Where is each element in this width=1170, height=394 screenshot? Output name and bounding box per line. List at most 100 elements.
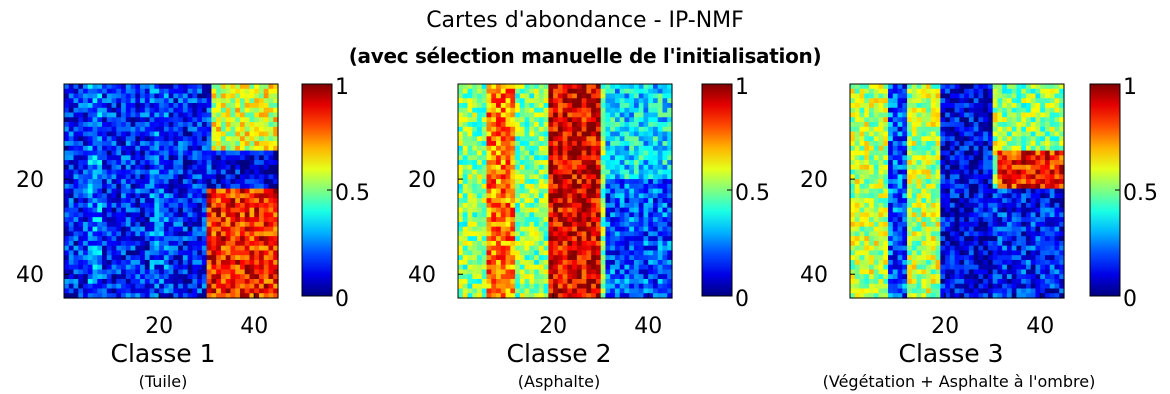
heatmap-cell <box>983 88 989 95</box>
heatmap-cell <box>92 264 98 271</box>
heatmap-cell <box>605 112 611 118</box>
heatmap-cell <box>125 245 132 252</box>
heatmap-cell <box>462 150 469 156</box>
heatmap-cell <box>859 84 865 90</box>
heatmap-cell <box>121 117 127 123</box>
heatmap-cell <box>591 202 597 209</box>
heatmap-cell <box>163 193 170 199</box>
heatmap-cell <box>519 283 526 290</box>
heatmap-cell <box>486 250 492 256</box>
heatmap-cell <box>254 188 260 194</box>
heatmap-cell <box>591 212 597 218</box>
heatmap-cell <box>883 145 889 152</box>
heatmap-cell <box>472 103 478 109</box>
heatmap-cell <box>572 212 578 218</box>
heatmap-frame <box>457 83 673 299</box>
heatmap-cell <box>187 269 193 275</box>
heatmap-cell <box>614 288 621 294</box>
heatmap-cell <box>230 226 236 233</box>
heatmap-cell <box>1011 117 1018 123</box>
heatmap-cell <box>581 150 587 156</box>
heatmap-cell <box>220 264 227 271</box>
heatmap-cell <box>633 288 640 294</box>
heatmap-cell <box>173 179 179 185</box>
heatmap-cell <box>273 183 279 190</box>
heatmap-cell <box>548 126 554 133</box>
heatmap-cell <box>239 274 246 280</box>
heatmap-cell <box>1025 88 1032 95</box>
heatmap-cell <box>168 236 174 242</box>
heatmap-cell <box>591 231 597 237</box>
heatmap-cell <box>586 269 592 275</box>
heatmap-cell <box>472 174 478 180</box>
heatmap-cell <box>1006 174 1013 180</box>
heatmap-cell <box>983 150 989 156</box>
heatmap-cell <box>543 164 549 171</box>
heatmap-cell <box>978 88 984 95</box>
heatmap-cell <box>926 164 932 171</box>
heatmap-cell <box>116 250 122 256</box>
heatmap-cell <box>168 217 174 223</box>
heatmap-cell <box>567 236 573 242</box>
heatmap-cell <box>244 122 251 128</box>
heatmap-cell <box>235 136 241 142</box>
heatmap-cell <box>652 150 659 156</box>
heatmap-cell <box>883 88 889 95</box>
heatmap-cell <box>268 88 274 95</box>
heatmap-cell <box>902 107 908 114</box>
heatmap-cell <box>225 131 232 137</box>
heatmap-cell <box>125 107 132 114</box>
heatmap-cell <box>524 112 530 118</box>
heatmap-cell <box>987 103 994 109</box>
heatmap-cell <box>486 207 492 213</box>
heatmap-cell <box>610 217 616 223</box>
heatmap-cell <box>220 98 227 104</box>
heatmap-cell <box>64 245 70 252</box>
heatmap-cell <box>173 259 179 266</box>
heatmap-cell <box>73 217 79 223</box>
heatmap-cell <box>854 179 861 185</box>
heatmap-cell <box>216 183 222 190</box>
heatmap-cell <box>149 136 155 142</box>
heatmap-cell <box>154 198 160 204</box>
heatmap-cell <box>1006 126 1013 133</box>
heatmap-cell <box>662 255 668 261</box>
heatmap-cell <box>116 107 122 114</box>
heatmap-cell <box>135 93 141 99</box>
heatmap-cell <box>83 145 89 152</box>
heatmap-cell <box>534 207 540 213</box>
heatmap-cell <box>201 269 208 275</box>
heatmap-cell <box>154 269 160 275</box>
heatmap-cell <box>140 240 146 247</box>
heatmap-cell <box>633 169 640 175</box>
heatmap-cell <box>662 183 668 190</box>
heatmap-cell <box>854 84 861 90</box>
heatmap-cell <box>92 288 98 294</box>
heatmap-cell <box>1006 103 1013 109</box>
heatmap-cell <box>1059 122 1065 128</box>
heatmap-cell <box>605 283 611 290</box>
heatmap-cell <box>591 179 597 185</box>
heatmap-cell <box>505 117 511 123</box>
heatmap-cell <box>182 84 189 90</box>
heatmap-cell <box>643 259 649 266</box>
heatmap-cell <box>633 250 640 256</box>
heatmap-cell <box>1059 164 1065 171</box>
heatmap-cell <box>106 112 113 118</box>
heatmap-cell <box>258 221 265 228</box>
heatmap-cell <box>553 212 559 218</box>
heatmap-cell <box>467 84 473 90</box>
heatmap-cell <box>600 84 607 90</box>
heatmap-cell <box>173 278 179 285</box>
heatmap-cell <box>125 236 132 242</box>
heatmap-cell <box>614 236 621 242</box>
heatmap-cell <box>130 141 136 147</box>
heatmap-cell <box>864 169 870 175</box>
heatmap-cell <box>254 117 260 123</box>
heatmap-cell <box>106 169 113 175</box>
heatmap-cell <box>610 126 616 133</box>
heatmap-cell <box>192 141 198 147</box>
heatmap-cell <box>916 131 922 137</box>
heatmap-cell <box>543 217 549 223</box>
heatmap-cell <box>201 264 208 271</box>
